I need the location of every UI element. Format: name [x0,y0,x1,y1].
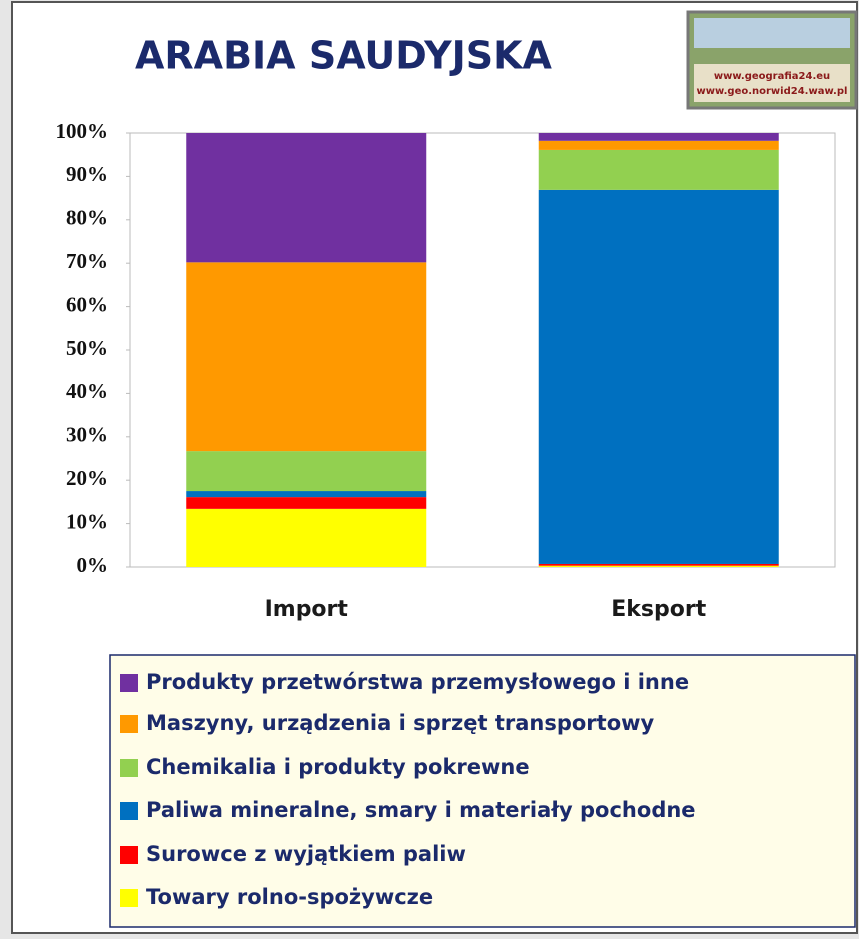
legend-swatch [120,759,138,777]
legend-swatch [120,674,138,692]
y-tick-label: 10% [66,509,108,533]
chart-title: ARABIA SAUDYJSKA [135,34,553,78]
bar-segment [539,150,779,190]
y-tick-label: 0% [77,553,109,577]
logo-sky [694,18,850,48]
legend-label: Surowce z wyjątkiem paliw [146,842,466,866]
bar-segment [539,564,779,566]
legend-swatch [120,889,138,907]
legend-label: Maszyny, urządzenia i sprzęt transportow… [146,711,655,735]
y-tick-label: 100% [56,119,109,143]
logo-text: www.geografia24.eu [714,71,830,82]
legend-swatch [120,715,138,733]
bar-segment [186,262,426,451]
y-tick-label: 70% [66,249,108,273]
y-tick-label: 50% [66,336,108,360]
legend-label: Paliwa mineralne, smary i materiały poch… [146,798,696,822]
x-tick-label: Eksport [611,597,706,622]
x-tick-label: Import [265,597,349,622]
bar-segment [186,133,426,262]
legend-label: Chemikalia i produkty pokrewne [146,755,530,779]
page: {"chart_data": {"type": "stacked_bar", "… [0,0,859,935]
legend-label: Towary rolno-spożywcze [146,885,433,909]
bar-segment [186,491,426,497]
legend-swatch [120,846,138,864]
y-tick-label: 60% [66,292,108,316]
logo: www.geografia24.eu www.geo.norwid24.waw.… [688,12,856,108]
bar-segment [186,497,426,509]
y-tick-label: 40% [66,379,108,403]
legend-swatch [120,802,138,820]
bar-segment [186,509,426,567]
chart: ARABIA SAUDYJSKA www.geografia24.eu www.… [0,0,859,935]
y-tick-label: 90% [66,162,108,186]
bar-segment [539,133,779,141]
bar-segment [539,190,779,564]
bar-segment [539,141,779,150]
y-tick-label: 30% [66,423,108,447]
bar-segment [539,566,779,567]
y-tick-label: 80% [66,206,108,230]
bar-segment [186,451,426,491]
logo-text: www.geo.norwid24.waw.pl [697,86,848,97]
y-tick-label: 20% [66,466,108,490]
legend-label: Produkty przetwórstwa przemysłowego i in… [146,670,689,694]
